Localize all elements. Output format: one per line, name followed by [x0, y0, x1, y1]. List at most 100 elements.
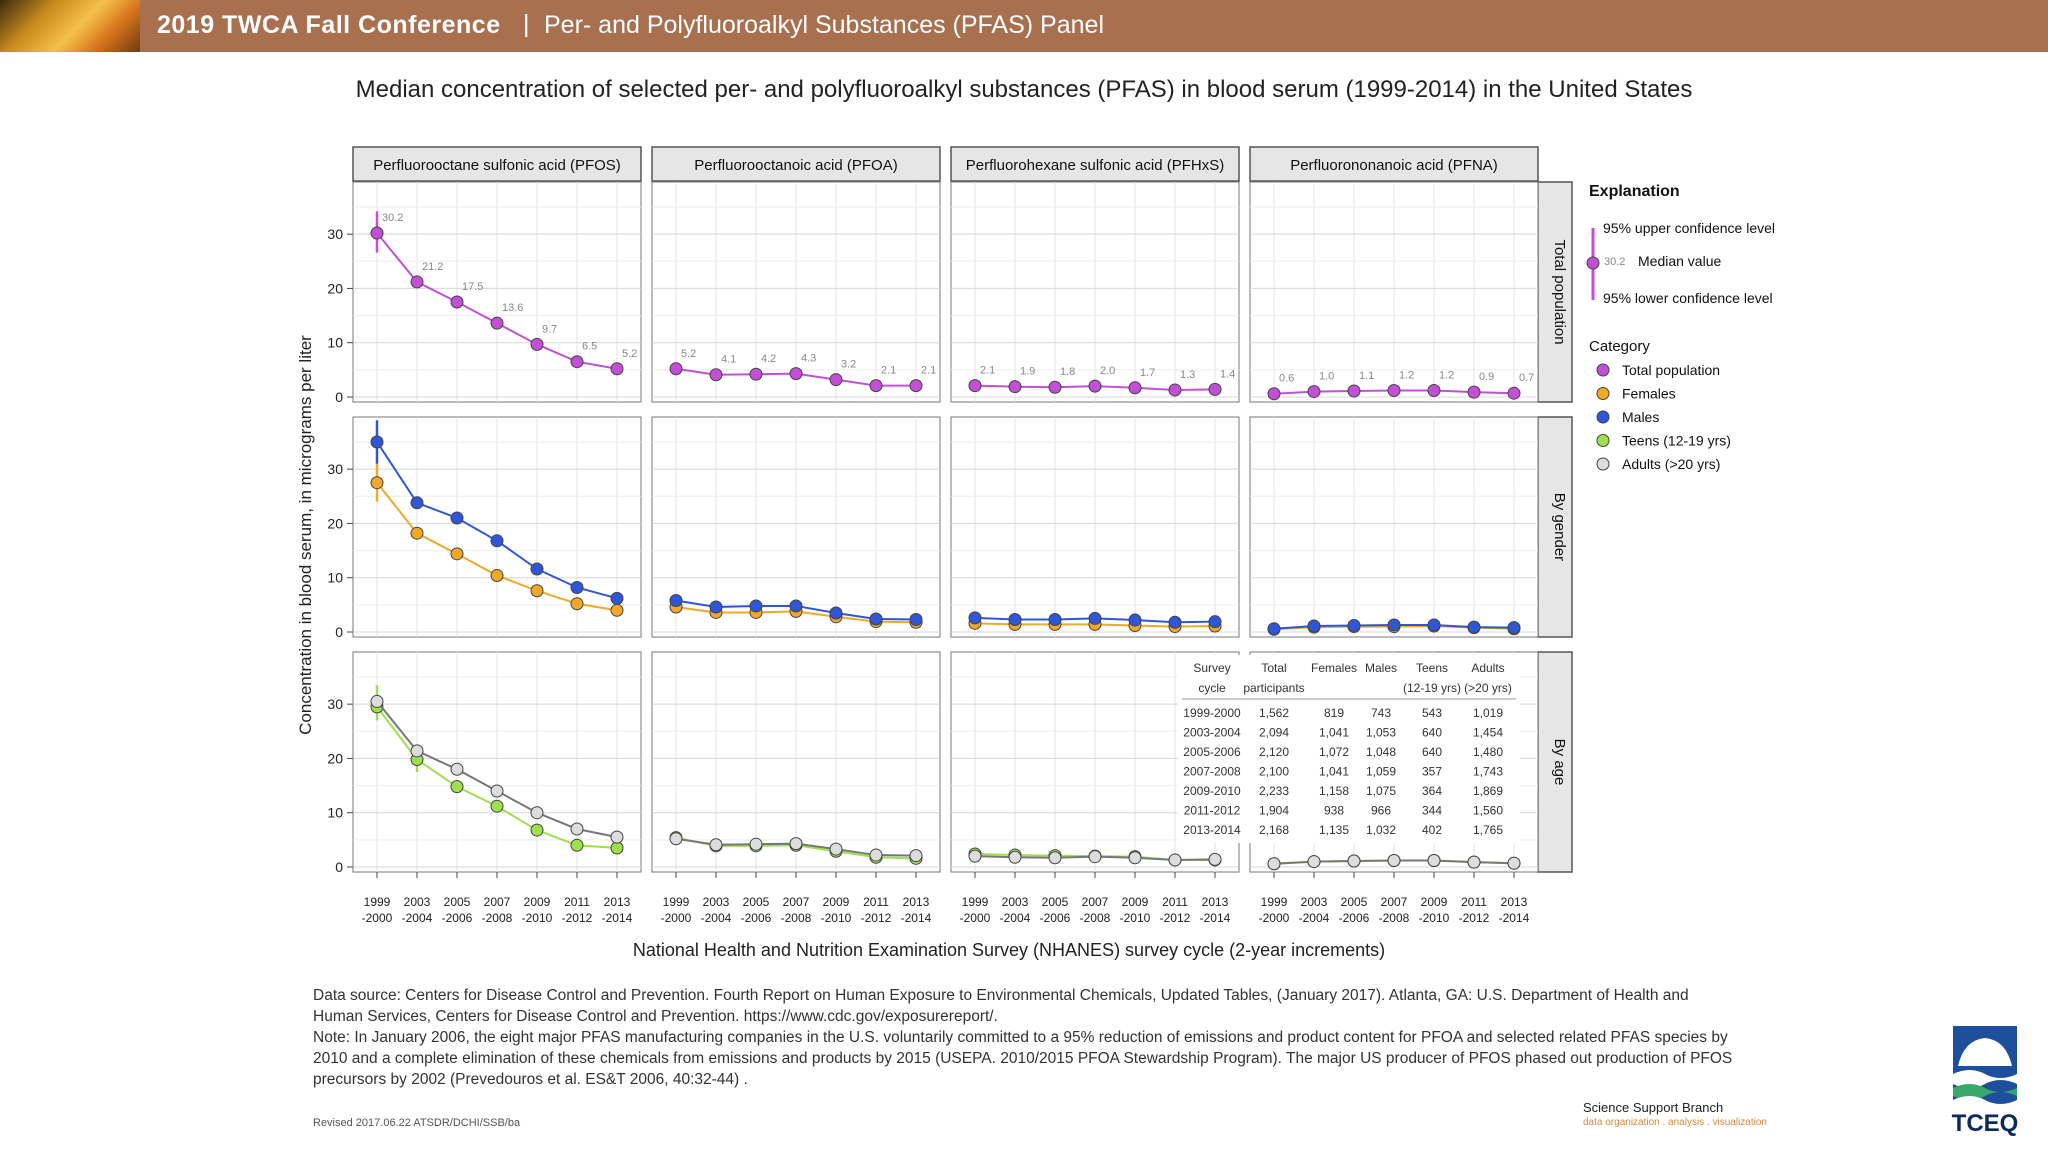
y-tick-label: 10 [327, 570, 343, 586]
data-point-adults [749, 837, 763, 851]
x-tick-label: 2005 [743, 895, 770, 909]
x-tick-label: -2012 [861, 911, 892, 925]
table-cell: 2,120 [1259, 745, 1289, 759]
data-point-total [1507, 386, 1521, 400]
y-tick-label: 30 [327, 226, 343, 242]
data-label: 1.0 [1319, 371, 1334, 383]
x-tick-label: 2009 [823, 895, 850, 909]
data-point-males [570, 580, 584, 594]
table-cell: 1,454 [1473, 726, 1503, 740]
table-cell: 819 [1324, 706, 1344, 720]
x-tick-label: -2014 [1200, 911, 1231, 925]
data-label: 1.8 [1060, 366, 1075, 378]
data-point-adults [829, 842, 843, 856]
table-cell: 402 [1422, 823, 1442, 837]
data-point-males [709, 600, 723, 614]
x-tick-label: -2014 [602, 911, 633, 925]
table-header-label: Teens [1416, 661, 1448, 675]
legend-lower-label: 95% lower confidence level [1603, 290, 1773, 306]
column-header-2 [950, 146, 1240, 182]
data-label: 9.7 [542, 323, 557, 335]
x-tick-label: 2003 [1301, 895, 1328, 909]
table-cell: 1,072 [1319, 745, 1349, 759]
science-support-branch-tagline: data organization . analysis . visualiza… [1583, 1117, 1767, 1128]
data-point-males [1088, 611, 1102, 625]
data-point-total [1387, 383, 1401, 397]
data-point-males [669, 594, 683, 608]
data-label: 5.2 [681, 348, 696, 360]
legend-median-label: Median value [1638, 253, 1721, 269]
participants-table-bg [1178, 655, 1520, 843]
data-point-total [1128, 381, 1142, 395]
data-point-adults [610, 830, 624, 844]
table-cell: 938 [1324, 804, 1344, 818]
data-point-adults [1387, 853, 1401, 867]
data-point-adults [1008, 850, 1022, 864]
data-point-total [1168, 383, 1182, 397]
data-label: 2.1 [980, 365, 995, 377]
data-point-males [610, 591, 624, 605]
table-cell: 357 [1422, 765, 1442, 779]
x-tick-label: -2010 [1120, 911, 1151, 925]
data-point-total [1347, 384, 1361, 398]
table-cell: 640 [1422, 726, 1442, 740]
data-point-males [869, 612, 883, 626]
data-point-males [1307, 619, 1321, 633]
x-axis-title: National Health and Nutrition Examinatio… [633, 940, 1385, 960]
x-tick-label: -2010 [1419, 911, 1450, 925]
data-label: 2.1 [921, 365, 936, 377]
data-point-females [490, 569, 504, 583]
x-tick-label: -2010 [821, 911, 852, 925]
x-tick-label: -2008 [781, 911, 812, 925]
data-point-adults [530, 806, 544, 820]
y-tick-label: 0 [335, 389, 343, 405]
data-label: 17.5 [462, 281, 483, 293]
conference-title: 2019 TWCA Fall Conference [157, 11, 501, 39]
data-label: 1.4 [1220, 368, 1235, 380]
table-cell: 1,562 [1259, 706, 1289, 720]
tceq-logo: TCEQ [1950, 1026, 2020, 1138]
data-label: 30.2 [382, 212, 403, 224]
x-tick-label: -2014 [1499, 911, 1530, 925]
data-label: 1.3 [1180, 369, 1195, 381]
tceq-logo-text: TCEQ [1951, 1110, 2019, 1137]
data-point-males [1267, 622, 1281, 636]
data-point-males [1387, 618, 1401, 632]
data-point-adults [490, 784, 504, 798]
table-cell: 1,743 [1473, 765, 1503, 779]
y-tick-label: 0 [335, 624, 343, 640]
table-cell: 344 [1422, 804, 1442, 818]
table-cell: 1,480 [1473, 745, 1503, 759]
data-point-adults [1267, 857, 1281, 871]
x-tick-label: 2013 [1202, 895, 1229, 909]
science-support-branch-label: Science Support Branch [1583, 1100, 1724, 1115]
y-tick-label: 30 [327, 461, 343, 477]
data-point-total [1427, 383, 1441, 397]
x-tick-label: 2013 [903, 895, 930, 909]
y-axis-title: Concentration in blood serum, in microgr… [296, 335, 315, 735]
chart-title: Median concentration of selected per- an… [355, 76, 1693, 103]
table-header-label: Adults [1471, 661, 1504, 675]
data-point-adults [968, 849, 982, 863]
data-label: 5.2 [622, 348, 637, 360]
table-cell: 1,032 [1366, 823, 1396, 837]
data-label: 13.6 [502, 302, 523, 314]
data-point-total [1467, 385, 1481, 399]
x-tick-label: -2000 [960, 911, 991, 925]
data-point-total [669, 362, 683, 376]
x-tick-label: -2000 [661, 911, 692, 925]
x-tick-label: -2004 [701, 911, 732, 925]
table-cell: 2,233 [1259, 784, 1289, 798]
table-cell: 2013-2014 [1183, 823, 1241, 837]
x-tick-label: 2011 [564, 895, 590, 909]
data-label: 0.6 [1279, 373, 1294, 385]
x-tick-label: -2000 [362, 911, 393, 925]
title-separator: | [523, 10, 530, 38]
data-label: 2.0 [1100, 365, 1115, 377]
x-tick-label: 1999 [663, 895, 690, 909]
data-point-males [829, 606, 843, 620]
data-point-teens [570, 838, 584, 852]
tceq-logo-icon [1953, 1026, 2017, 1110]
y-tick-label: 10 [327, 335, 343, 351]
